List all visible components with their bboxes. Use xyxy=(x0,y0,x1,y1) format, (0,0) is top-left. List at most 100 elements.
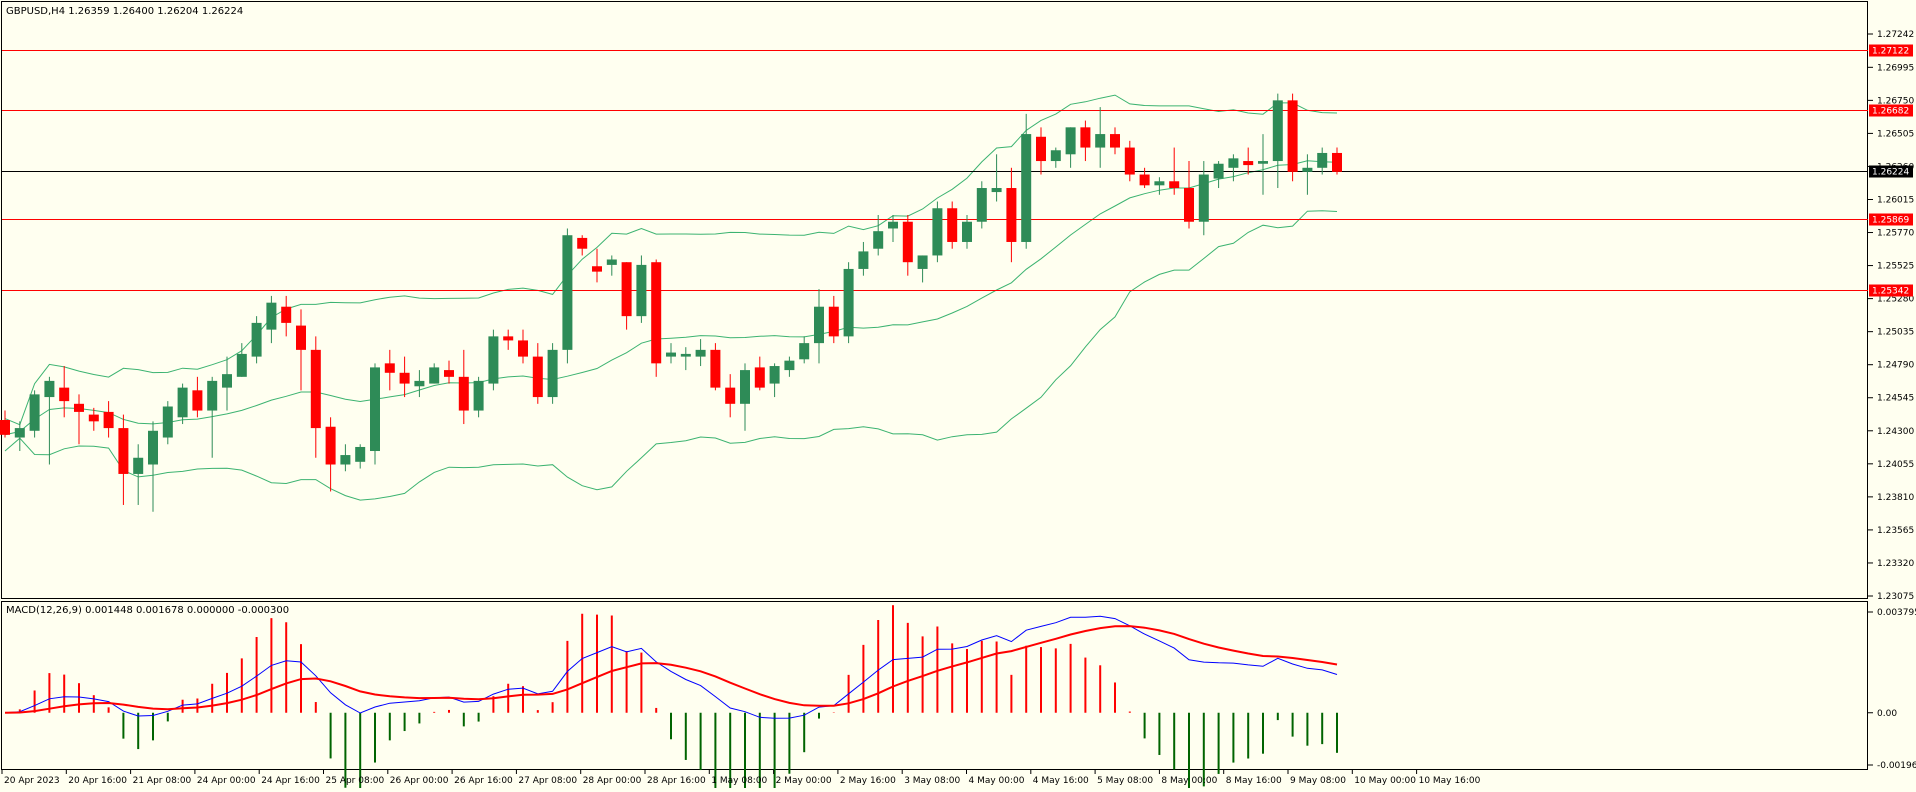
candle xyxy=(592,248,602,283)
candle-body xyxy=(947,208,958,242)
candle xyxy=(606,255,617,276)
candle-body xyxy=(429,367,440,384)
macd-panel-frame[interactable] xyxy=(1,601,1868,770)
macd-tick-label: -0.001968 xyxy=(1877,761,1916,771)
candle-body xyxy=(1154,181,1165,186)
candle xyxy=(976,181,987,229)
symbol-info-label: GBPUSD,H4 1.26359 1.26400 1.26204 1.2622… xyxy=(6,6,243,17)
candle-body xyxy=(666,352,676,357)
candle-body xyxy=(296,325,306,350)
candle xyxy=(74,394,84,445)
candle xyxy=(947,201,958,249)
candle xyxy=(414,370,425,398)
candle-body xyxy=(532,356,543,398)
price-tick-label: 1.26505 xyxy=(1877,129,1914,139)
price-tick-label: 1.26015 xyxy=(1877,195,1914,205)
candle xyxy=(1036,127,1046,175)
candle-body xyxy=(1317,152,1328,168)
candle-body xyxy=(103,411,114,429)
time-tick-label: 21 Apr 08:00 xyxy=(133,776,192,786)
candle xyxy=(740,363,750,431)
candle-body xyxy=(976,188,987,222)
candle xyxy=(444,360,454,384)
macd-tick-label: 0.00 xyxy=(1877,709,1897,719)
candle xyxy=(888,214,898,242)
time-tick-label: 8 May 00:00 xyxy=(1161,776,1217,786)
price-panel-frame[interactable] xyxy=(1,1,1868,599)
candle-body xyxy=(325,426,336,465)
candle-body xyxy=(414,380,425,387)
candle xyxy=(562,228,573,364)
candle-body xyxy=(1050,150,1061,162)
candle xyxy=(399,356,410,398)
candle xyxy=(59,366,70,418)
candle-body xyxy=(858,251,869,269)
candle xyxy=(1317,147,1328,175)
candle-body xyxy=(503,336,514,341)
candle-body xyxy=(473,380,484,411)
candle xyxy=(1228,154,1239,182)
price-tick-label: 1.23810 xyxy=(1877,493,1914,503)
candle-body xyxy=(843,268,854,337)
candles xyxy=(0,93,1342,512)
time-tick-label: 2 May 00:00 xyxy=(776,776,832,786)
candle-body xyxy=(1080,127,1091,148)
time-axis: 20 Apr 2023 20 Apr 16:00 21 Apr 08:00 24 Ap… xyxy=(1,770,1481,786)
candle-body xyxy=(888,221,898,229)
candle-body xyxy=(1258,161,1268,164)
candle-body xyxy=(118,428,129,474)
candle-body xyxy=(695,349,706,357)
candle xyxy=(991,154,1002,202)
candle xyxy=(532,343,543,404)
candle-body xyxy=(799,343,810,360)
macd-main-line xyxy=(4,615,1338,719)
candle xyxy=(177,383,188,425)
candle xyxy=(828,295,839,344)
candle-body xyxy=(0,419,10,435)
candle xyxy=(162,401,173,445)
candle-body xyxy=(399,372,410,384)
candle xyxy=(1110,127,1120,155)
time-tick-label: 20 Apr 16:00 xyxy=(68,776,127,786)
candle-body xyxy=(1272,100,1283,162)
candle-body xyxy=(222,374,232,388)
candle xyxy=(1154,177,1165,195)
candle xyxy=(192,376,203,418)
candle-body xyxy=(29,394,40,431)
candle xyxy=(458,349,469,425)
candle xyxy=(251,316,262,364)
candle-body xyxy=(1169,181,1180,189)
candle xyxy=(784,356,795,377)
candle-body xyxy=(236,353,247,377)
candle-body xyxy=(562,235,573,350)
time-tick-label: 1 May 08:00 xyxy=(711,776,767,786)
candle xyxy=(1184,161,1194,229)
candle xyxy=(873,214,884,256)
candle-body xyxy=(991,188,1002,193)
time-tick-label: 8 May 16:00 xyxy=(1226,776,1282,786)
price-tick-label: 1.23320 xyxy=(1877,559,1914,569)
candle-body xyxy=(740,370,750,404)
time-tick-label: 20 Apr 2023 xyxy=(4,776,60,786)
candle-body xyxy=(148,430,158,465)
candle xyxy=(1287,93,1298,182)
candle-body xyxy=(1184,188,1194,222)
horizontal-levels[interactable]: 1.27122 1.26682 1.25869 1.25342 1.26224 xyxy=(2,44,1913,297)
candle xyxy=(725,374,736,418)
candle xyxy=(858,241,869,276)
candle xyxy=(1302,154,1313,195)
time-tick-label: 24 Apr 16:00 xyxy=(261,776,320,786)
price-tick-label: 1.27242 xyxy=(1877,30,1914,40)
price-tick-label: 1.24790 xyxy=(1877,361,1914,371)
candle xyxy=(710,343,721,391)
bollinger-upper-band xyxy=(4,94,1338,426)
price-tick-label: 1.23565 xyxy=(1877,526,1914,536)
level-label: 1.27122 xyxy=(1872,47,1909,57)
time-tick-label: 10 May 16:00 xyxy=(1419,776,1481,786)
candle xyxy=(118,414,129,505)
candle-body xyxy=(1095,134,1106,148)
candle-body xyxy=(281,306,292,323)
candle-body xyxy=(518,340,528,357)
macd-signal-line xyxy=(4,625,1338,714)
